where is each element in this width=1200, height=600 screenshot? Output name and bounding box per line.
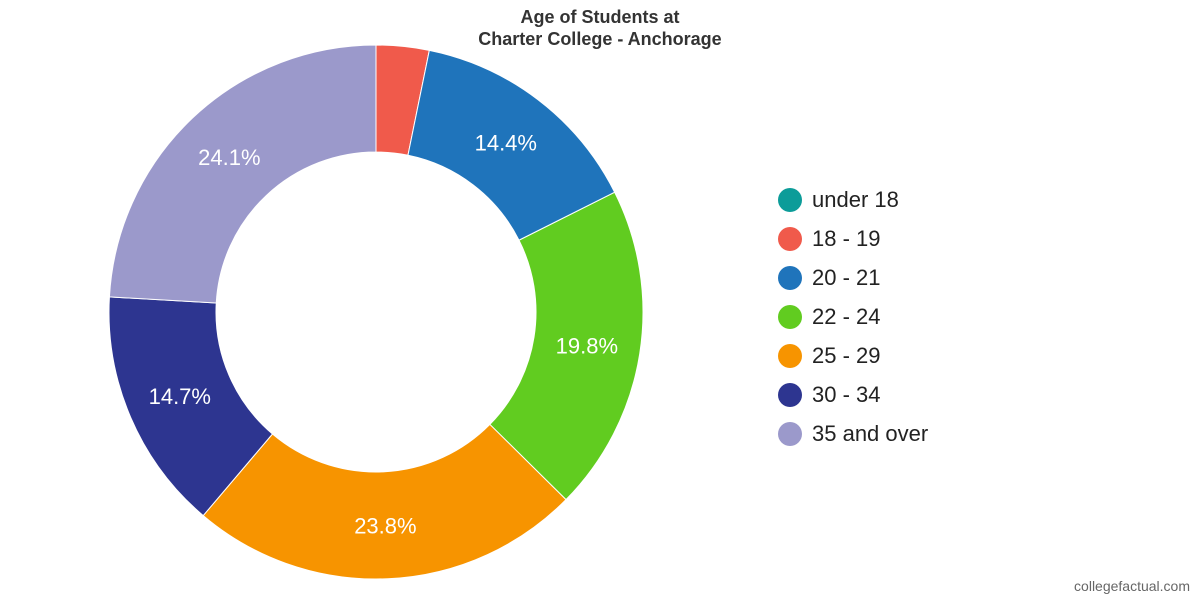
chart-title-line-2: Charter College - Anchorage xyxy=(478,29,722,49)
legend-swatch-18-19 xyxy=(778,226,802,251)
data-label-20-21: 14.4% xyxy=(475,130,537,155)
legend-label-18-19: 18 - 19 xyxy=(812,225,881,251)
legend-label-under-18: under 18 xyxy=(812,186,899,212)
legend-item-22-24: 22 - 24 xyxy=(778,297,928,336)
legend-swatch-under-18 xyxy=(778,187,802,212)
source-credit: collegefactual.com xyxy=(1074,578,1190,594)
chart-legend: under 18 18 - 19 20 - 21 22 - 24 25 - 29 30 -… xyxy=(778,180,928,453)
slice-35-and-over xyxy=(108,44,377,304)
legend-item-25-29: 25 - 29 xyxy=(778,336,928,375)
data-label-25-29: 23.8% xyxy=(354,513,416,538)
legend-label-22-24: 22 - 24 xyxy=(812,303,881,329)
legend-label-35-and-over: 35 and over xyxy=(812,420,929,446)
legend-item-35-and-over: 35 and over xyxy=(778,414,928,453)
legend-item-30-34: 30 - 34 xyxy=(778,375,928,414)
data-label-30-34: 14.7% xyxy=(149,384,211,409)
legend-swatch-25-29 xyxy=(778,343,802,368)
slice-25-29 xyxy=(202,423,567,580)
legend-item-18-19: 18 - 19 xyxy=(778,219,928,258)
legend-swatch-20-21 xyxy=(778,265,802,290)
data-label-35-and-over: 24.1% xyxy=(198,145,260,170)
legend-label-25-29: 25 - 29 xyxy=(812,342,881,368)
chart-title-line-1: Age of Students at xyxy=(520,7,680,27)
legend-swatch-22-24 xyxy=(778,304,802,329)
legend-item-under-18: under 18 xyxy=(778,180,928,219)
legend-swatch-30-34 xyxy=(778,382,802,407)
data-label-22-24: 19.8% xyxy=(556,333,618,358)
legend-item-20-21: 20 - 21 xyxy=(778,258,928,297)
legend-swatch-35-and-over xyxy=(778,421,802,446)
legend-label-20-21: 20 - 21 xyxy=(812,264,881,290)
legend-label-30-34: 30 - 34 xyxy=(812,381,881,407)
slice-22-24 xyxy=(489,191,644,501)
